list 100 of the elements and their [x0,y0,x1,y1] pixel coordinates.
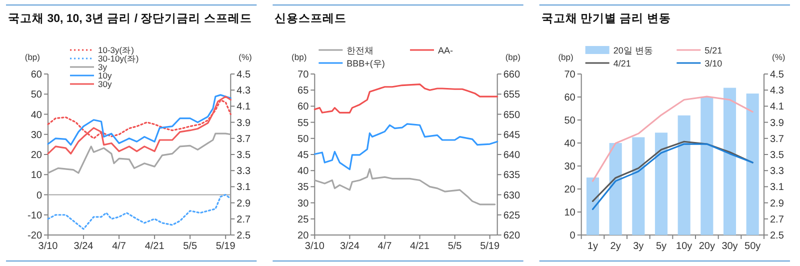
y-tick-label: 30 [564,162,576,172]
y2-tick-label: 655 [503,90,520,101]
x-tick-label: 3/10 [38,241,58,252]
y2-tick-label: 3.1 [236,182,252,194]
y2-tick-label: 3.3 [770,166,784,178]
y-axis-title: (bp) [24,52,40,62]
chart-title: 국고채 만기별 금리 변동 [541,12,671,25]
y2-tick-label: 3.9 [236,118,252,129]
line-series [592,140,754,202]
y2-tick-label: 3.5 [236,150,252,161]
bar [654,132,668,235]
y-tick-label: 70 [564,70,576,80]
legend-label: 20일 변동 [613,46,653,56]
bar [586,178,600,235]
y2-tick-label: 3.1 [770,182,784,194]
y-tick-label: 40 [30,110,42,121]
y2-tick-label: 645 [503,130,520,141]
y-tick-label: 30 [30,130,42,141]
legend-label: 30-10y(좌) [98,54,139,64]
y-tick-label: 65 [298,86,310,97]
y2-tick-label: 3.7 [236,134,252,145]
y2-tick-label: 4.5 [770,70,784,80]
bar [700,97,714,235]
y2-tick-label: 635 [503,170,520,182]
x-tick-label: 3/10 [304,241,325,252]
y2-tick-label: 650 [503,110,520,121]
legend-label: 4/21 [613,58,631,68]
line-series [47,94,232,146]
x-tick-label: 5/5 [448,241,462,252]
x-tick-label: 3y [633,241,644,252]
x-tick-label: 10y [676,241,692,252]
y-tick-label: 35 [298,182,310,194]
legend-label: 10-3y(좌) [98,45,134,55]
y-tick-label: 60 [30,70,42,80]
y-axis-title: (bp) [292,52,307,62]
y-tick-label: -20 [28,230,42,242]
legend-label: 한전채 [346,46,374,56]
y2-tick-label: 625 [503,210,520,222]
legend-label: AA- [438,46,454,56]
x-tick-label: 1y [587,241,598,252]
x-tick-label: 4/7 [378,241,392,252]
y2-axis-title: (%) [238,52,252,62]
y-tick-label: 60 [298,102,310,113]
y2-tick-label: 2.7 [770,214,784,226]
y-tick-label: 0 [570,230,576,242]
x-tick-label: 3/24 [74,241,94,252]
bar [678,115,690,235]
line-series [47,96,232,154]
y2-tick-label: 2.7 [236,214,252,226]
line-series [592,143,754,210]
y-tick-label: 10 [30,170,42,182]
x-tick-label: 20y [698,241,715,252]
y-tick-label: 60 [564,92,576,104]
bar [723,88,736,235]
x-tick-label: 50y [744,241,761,252]
y-tick-label: -10 [28,210,42,222]
bar [746,94,759,235]
x-tick-label: 3/24 [340,241,360,252]
y-tick-label: 30 [298,198,310,210]
y-tick-label: 0 [36,190,42,202]
y2-axis-title: (bp) [505,52,521,62]
legend-label: 3/10 [704,58,722,68]
line-series [314,123,498,170]
bar [609,143,622,235]
x-tick-label: 2y [610,241,621,252]
x-tick-label: 5/19 [480,241,500,252]
y2-tick-label: 2.9 [236,198,252,210]
x-tick-label: 4/21 [144,241,165,252]
y-tick-label: 25 [298,214,310,226]
y2-tick-label: 640 [503,150,520,161]
y2-tick-label: 2.9 [770,198,784,210]
legend-label: 30y [98,79,112,89]
y-tick-label: 20 [564,184,576,196]
x-tick-label: 5/5 [183,241,198,252]
y2-tick-label: 4.3 [770,86,784,97]
legend-label: BBB+(우) [346,58,385,68]
y-axis-title: (bp) [558,52,574,62]
y2-tick-label: 620 [503,230,520,242]
y-tick-label: 50 [30,90,42,101]
x-tick-label: 5/19 [216,241,236,252]
y2-axis-title: (%) [772,52,786,62]
y-tick-label: 20 [30,150,42,161]
x-tick-label: 30y [722,241,738,252]
line-series [47,194,232,230]
y-tick-label: 55 [298,118,310,129]
y2-tick-label: 4.5 [236,70,252,80]
x-tick-label: 5y [656,241,667,252]
y2-tick-label: 630 [503,190,520,202]
y-tick-label: 40 [564,138,576,150]
y-tick-label: 50 [298,134,310,145]
y-tick-label: 40 [298,166,310,178]
bar [632,137,645,235]
y-tick-label: 10 [564,208,576,218]
y-tick-label: 20 [298,230,310,242]
y2-tick-label: 4.3 [236,86,252,97]
y2-tick-label: 3.5 [770,150,784,161]
y2-tick-label: 3.3 [236,166,252,178]
y2-tick-label: 4.1 [770,102,784,113]
legend-label: 10y [98,70,112,80]
line-series [47,132,232,174]
